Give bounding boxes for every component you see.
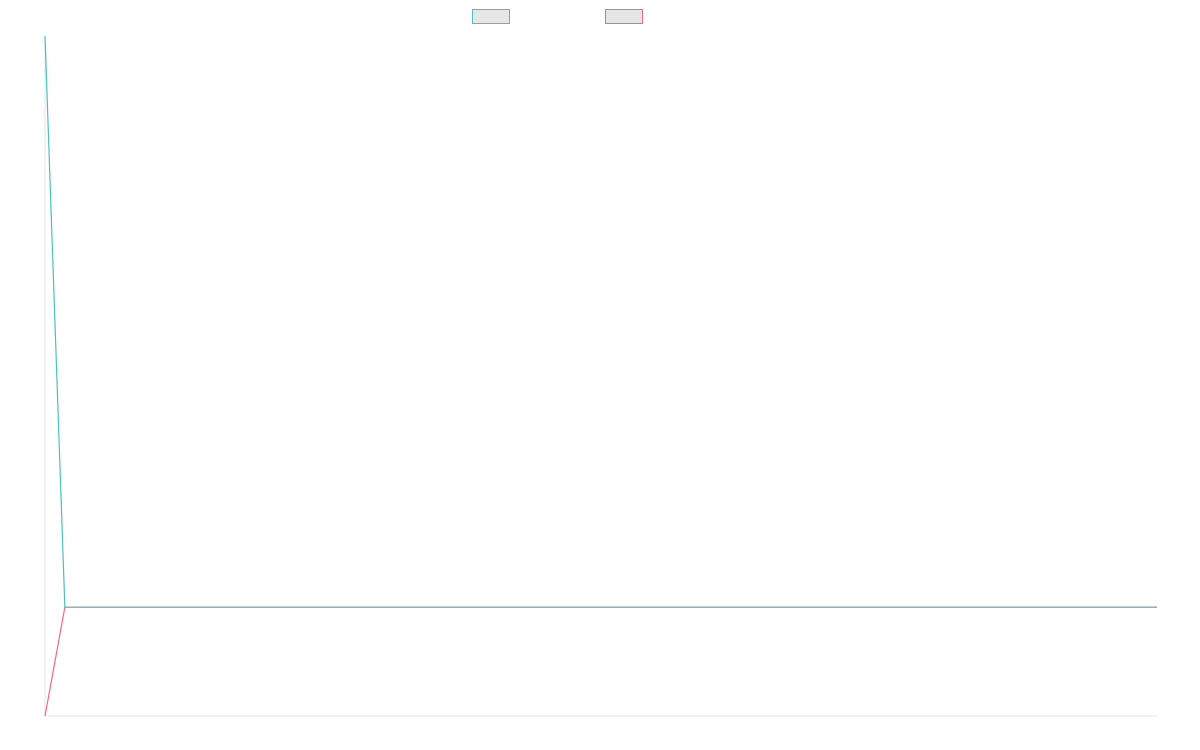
series-line-1[interactable] <box>44 35 1157 608</box>
series-line-2[interactable] <box>44 606 1157 717</box>
legend-swatch-series-2[interactable] <box>605 9 643 24</box>
legend <box>0 9 1200 27</box>
legend-swatch-series-1[interactable] <box>472 9 510 24</box>
